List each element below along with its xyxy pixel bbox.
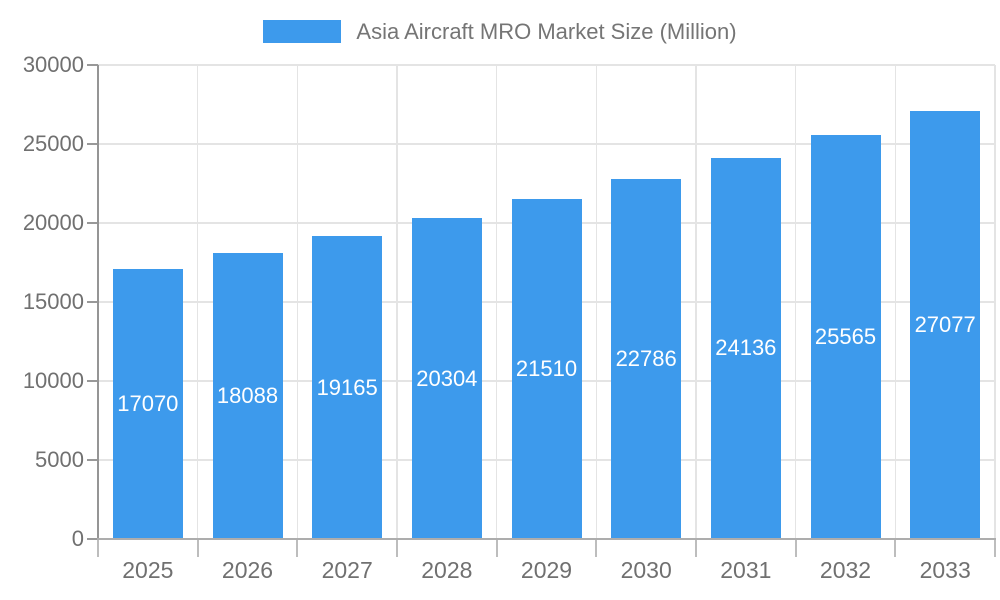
x-axis-tick: [196, 539, 199, 557]
y-axis-tick: [87, 459, 98, 461]
x-gridline: [396, 65, 398, 539]
x-tick-label: 2033: [919, 557, 971, 583]
y-tick-label: 25000: [22, 131, 84, 156]
bar-2025: [112, 269, 183, 539]
y-axis-tick: [87, 64, 98, 66]
y-axis-tick: [87, 301, 98, 303]
bar-2028: [411, 218, 482, 539]
x-axis-tick: [994, 539, 996, 557]
x-axis-tick: [794, 539, 797, 557]
x-gridline: [994, 65, 996, 539]
plot-area: 0 5000 10000 15000 20000 25000 30000 17070 2025 1…: [23, 52, 996, 583]
x-tick-label: 2027: [321, 557, 373, 583]
x-gridline: [296, 65, 299, 539]
y-tick-label: 0: [71, 526, 84, 551]
y-tick-label: 20000: [22, 210, 84, 235]
y-tick-label: 5000: [35, 447, 84, 472]
legend: Asia Aircraft MRO Market Size (Million): [0, 20, 1000, 43]
bar-value-label: 19165: [316, 374, 378, 400]
bar-2027: [312, 236, 383, 539]
y-tick-label: 15000: [22, 289, 84, 314]
bar-value-label: 21510: [515, 356, 578, 382]
bar-value-label: 27077: [914, 312, 976, 338]
bar-value-label: 24136: [715, 335, 777, 361]
y-gridline: [98, 143, 995, 145]
x-tick-label: 2030: [620, 557, 672, 583]
y-axis-tick: [87, 143, 98, 145]
bar-2030: [611, 178, 682, 539]
x-tick-label: 2032: [819, 557, 872, 583]
x-tick-label: 2026: [221, 557, 274, 583]
x-axis-tick: [894, 539, 897, 557]
x-gridline: [794, 65, 797, 539]
x-gridline: [894, 65, 897, 539]
bar-2031: [710, 157, 781, 539]
bar-value-label: 25565: [814, 324, 877, 350]
y-gridline: [98, 64, 995, 66]
x-tick-label: 2028: [421, 557, 473, 583]
x-tick-label: 2031: [720, 557, 772, 583]
bar-2026: [212, 253, 283, 539]
y-axis-tick: [87, 538, 98, 540]
x-gridline: [495, 65, 498, 539]
bar-2032: [810, 135, 881, 539]
y-tick-label: 10000: [22, 368, 84, 393]
y-tick-label: 30000: [22, 52, 84, 77]
bar-value-label: 17070: [117, 391, 179, 417]
x-axis-tick: [396, 539, 398, 557]
x-gridline: [196, 65, 199, 539]
y-axis-tick: [87, 380, 98, 382]
x-tick-label: 2029: [520, 557, 573, 583]
x-gridline: [595, 65, 598, 539]
bar-2033: [910, 111, 981, 539]
x-axis-tick: [296, 539, 299, 557]
bar-value-label: 22786: [615, 345, 677, 371]
x-axis-tick: [695, 539, 697, 557]
x-axis-tick: [97, 539, 99, 557]
y-axis-line: [97, 65, 99, 539]
x-axis-tick: [495, 539, 498, 557]
x-axis-tick: [595, 539, 598, 557]
x-gridline: [695, 65, 697, 539]
bar-2029: [511, 199, 582, 539]
y-axis-tick: [87, 222, 98, 224]
legend-label: Asia Aircraft MRO Market Size (Million): [356, 19, 737, 44]
x-tick-label: 2025: [122, 557, 174, 583]
bar-value-label: 20304: [416, 365, 478, 391]
bar-value-label: 18088: [216, 383, 279, 409]
x-axis-line: [97, 538, 996, 540]
legend-swatch: [263, 20, 342, 43]
